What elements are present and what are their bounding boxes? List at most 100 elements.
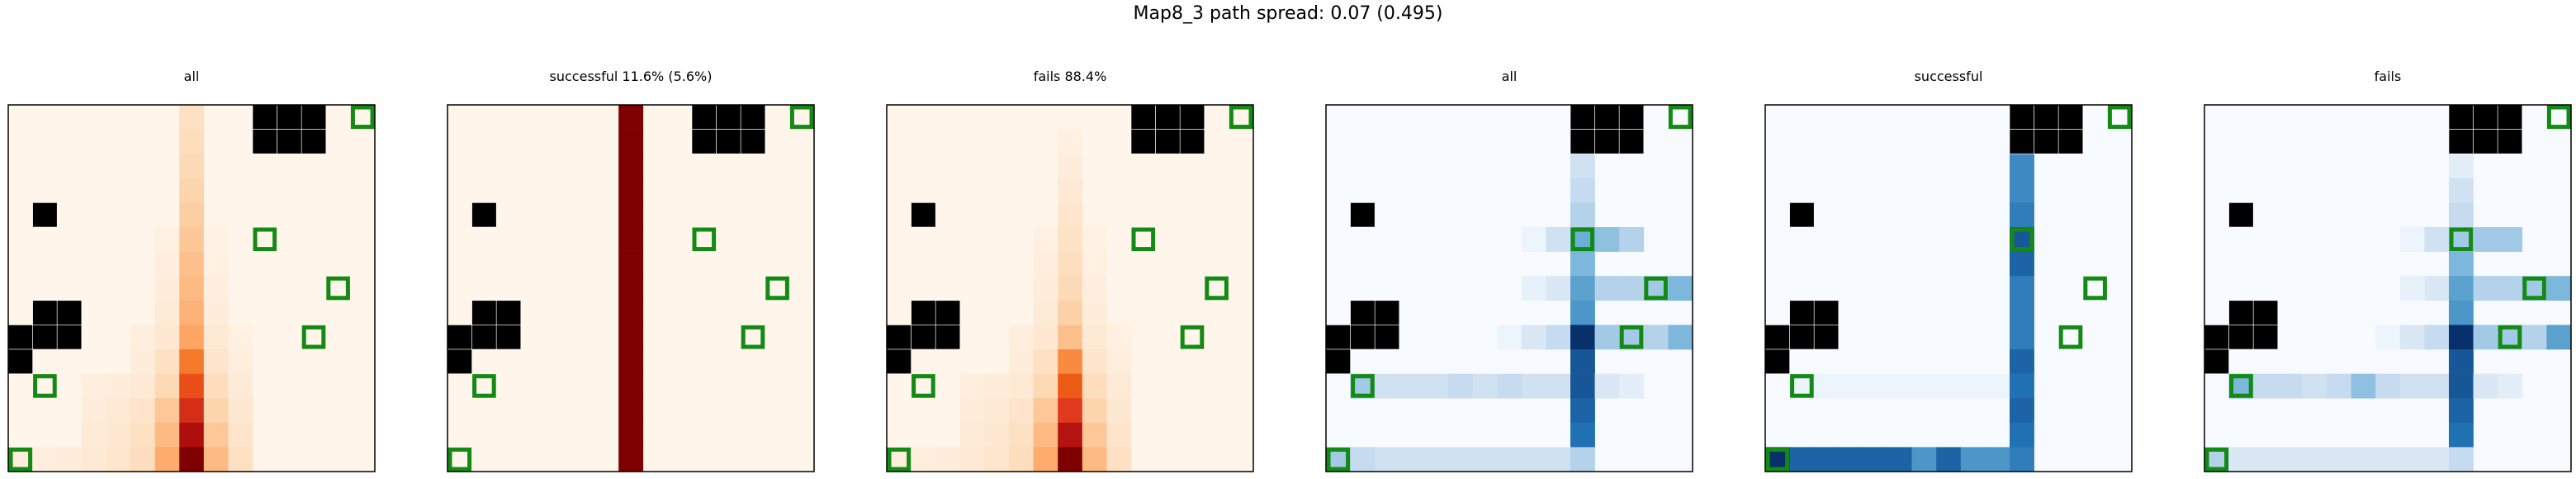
heatmap-cell xyxy=(154,300,180,325)
heatmap-cell xyxy=(1009,447,1034,472)
heatmap-cell xyxy=(179,251,205,277)
figure-title: Map8_3 path spread: 0.07 (0.495) xyxy=(1133,3,1443,24)
heatmap-cell xyxy=(1570,398,1595,424)
obstacle-cell xyxy=(2228,325,2254,350)
heatmap-cell xyxy=(2473,276,2498,301)
heatmap-cell xyxy=(106,398,131,424)
heatmap-cell xyxy=(1082,276,1107,301)
heatmap-cell xyxy=(2449,202,2474,228)
heatmap-panel: fails xyxy=(2204,69,2572,472)
obstacle-cell xyxy=(1155,129,1181,154)
goal-marker xyxy=(765,276,789,301)
heatmap-cell xyxy=(2302,447,2327,472)
heatmap-cell xyxy=(2010,276,2034,301)
heatmap-cell xyxy=(1009,325,1034,350)
heatmap-cell xyxy=(2351,373,2376,399)
heatmap-cell xyxy=(1033,373,1058,399)
heatmap-cell xyxy=(1033,325,1058,350)
heatmap-cell xyxy=(179,300,205,325)
heatmap-cell xyxy=(618,422,644,448)
obstacle-cell xyxy=(495,325,522,350)
heatmap-cell xyxy=(2010,447,2034,472)
heatmap-cell xyxy=(1033,398,1058,424)
heatmap-cell xyxy=(32,447,58,472)
goal-marker xyxy=(350,105,375,130)
heatmap-cell xyxy=(1033,300,1058,325)
heatmap-cell xyxy=(1497,447,1522,472)
heatmap-cell xyxy=(1960,373,1986,399)
goal-marker xyxy=(1790,374,1814,398)
heatmap-cell xyxy=(618,373,644,399)
obstacle-cell xyxy=(2009,104,2034,130)
heatmap-cell xyxy=(1521,276,1546,301)
heatmap-cell xyxy=(1570,447,1595,472)
heatmap-cell xyxy=(154,398,180,424)
heatmap-cell xyxy=(228,447,253,472)
heatmap-cell xyxy=(2546,325,2572,350)
heatmap-cell xyxy=(1985,447,2010,472)
heatmap-cell xyxy=(2327,373,2351,399)
heatmap-cell xyxy=(618,227,644,252)
heatmap-cell xyxy=(2449,276,2474,301)
panel-frame xyxy=(1764,104,2133,472)
heatmap-cell xyxy=(1009,373,1034,399)
heatmap-cell xyxy=(81,398,107,424)
heatmap-cell xyxy=(179,154,205,179)
heatmap-cell xyxy=(1497,373,1522,399)
obstacle-cell xyxy=(911,202,936,228)
heatmap-cell xyxy=(2449,325,2474,350)
obstacle-cell xyxy=(56,300,83,325)
heatmap-cell xyxy=(1521,447,1546,472)
heatmap-cell xyxy=(1058,251,1083,277)
heatmap-cell xyxy=(57,447,83,472)
heatmap-cell xyxy=(1106,422,1132,448)
heatmap-cell xyxy=(1423,373,1449,399)
heatmap-cell xyxy=(618,178,644,203)
heatmap-cell xyxy=(130,398,155,424)
heatmap-cell xyxy=(1546,276,1571,301)
heatmap-cell xyxy=(2375,373,2401,399)
obstacle-cell xyxy=(740,104,766,130)
obstacle-cell xyxy=(716,129,741,154)
heatmap-cell xyxy=(203,373,229,399)
heatmap-cell xyxy=(2228,447,2254,472)
obstacle-cell xyxy=(7,325,33,350)
panel-frame xyxy=(2204,104,2572,472)
heatmap-cell xyxy=(2302,373,2327,399)
goal-marker xyxy=(253,227,277,252)
heatmap-cell xyxy=(1521,373,1546,399)
obstacle-cell xyxy=(32,300,58,325)
heatmap-cell xyxy=(2399,373,2425,399)
obstacle-cell xyxy=(1813,300,1840,325)
obstacle-cell xyxy=(2252,300,2279,325)
goal-marker xyxy=(1205,276,1229,301)
heatmap-cell xyxy=(106,447,131,472)
heatmap-cell xyxy=(1814,447,1840,472)
obstacle-cell xyxy=(1570,129,1595,154)
obstacle-cell xyxy=(277,104,302,130)
heatmap-cell xyxy=(1570,154,1595,179)
obstacle-cell xyxy=(447,349,472,374)
heatmap-cell xyxy=(106,422,131,448)
obstacle-cell xyxy=(301,129,327,154)
obstacle-cell xyxy=(935,325,961,350)
obstacle-cell xyxy=(1325,325,1351,350)
heatmap-cell xyxy=(2010,325,2034,350)
heatmap-cell xyxy=(1570,422,1595,448)
heatmap-cell xyxy=(203,251,229,277)
obstacle-cell xyxy=(2204,325,2229,350)
heatmap-cell xyxy=(1570,373,1595,399)
obstacle-cell xyxy=(2228,202,2254,228)
goal-marker xyxy=(472,374,496,398)
obstacle-cell xyxy=(2448,129,2474,154)
heatmap-cell xyxy=(1009,349,1034,374)
heatmap-cell xyxy=(2351,447,2376,472)
obstacle-cell xyxy=(716,104,741,130)
heatmap-cell xyxy=(2277,447,2303,472)
heatmap-cell xyxy=(2399,276,2425,301)
heatmap-panel: successful xyxy=(1764,69,2133,472)
heatmap-cell xyxy=(130,373,155,399)
heatmap-cell xyxy=(203,447,229,472)
obstacle-cell xyxy=(1594,129,1620,154)
heatmap-cell xyxy=(1058,202,1083,228)
